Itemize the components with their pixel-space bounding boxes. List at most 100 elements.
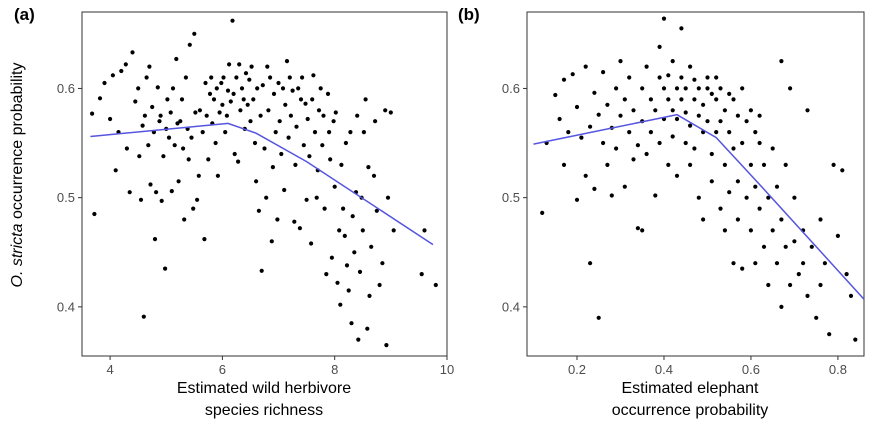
data-point xyxy=(553,92,558,98)
x-tick-label: 0.4 xyxy=(655,362,673,377)
data-point xyxy=(748,228,754,233)
data-point xyxy=(744,119,749,124)
data-point xyxy=(369,244,374,249)
data-point xyxy=(631,157,636,162)
data-point xyxy=(300,75,305,80)
data-point xyxy=(574,197,580,202)
data-point xyxy=(644,151,649,157)
data-point xyxy=(200,130,205,135)
data-point xyxy=(648,97,654,102)
data-point xyxy=(92,211,97,217)
data-point xyxy=(614,86,619,91)
data-point xyxy=(238,108,243,113)
data-point xyxy=(254,179,259,184)
data-point xyxy=(718,119,723,124)
data-point xyxy=(727,91,732,96)
data-point xyxy=(271,91,277,96)
data-point xyxy=(761,244,767,249)
data-point xyxy=(779,304,784,309)
panel-a-points xyxy=(90,18,438,348)
data-point xyxy=(270,165,275,170)
data-point xyxy=(262,146,267,151)
data-point xyxy=(635,143,641,148)
data-point xyxy=(341,206,346,211)
data-point xyxy=(692,97,697,102)
data-point xyxy=(657,140,662,146)
data-point xyxy=(835,233,841,238)
data-point xyxy=(320,143,325,148)
data-point xyxy=(722,162,728,167)
data-point xyxy=(827,332,832,337)
data-point xyxy=(844,272,849,277)
data-point xyxy=(666,162,671,167)
panel-a-y-ticks: 0.4 0.5 0.6 xyxy=(57,81,82,314)
data-point xyxy=(596,315,601,320)
data-point xyxy=(770,146,775,151)
data-point xyxy=(374,208,379,213)
data-point xyxy=(228,99,233,104)
data-point xyxy=(853,337,858,342)
data-point xyxy=(207,91,213,96)
data-point xyxy=(360,228,365,233)
data-point xyxy=(239,86,245,91)
data-point xyxy=(179,97,185,102)
panel-a-tag: (a) xyxy=(14,5,35,24)
y-tick-label: 0.5 xyxy=(502,190,520,205)
data-point xyxy=(174,56,179,62)
data-point xyxy=(348,130,353,135)
data-point xyxy=(622,97,627,102)
data-point xyxy=(339,162,344,167)
data-point xyxy=(193,110,198,115)
data-point xyxy=(206,157,211,162)
data-point xyxy=(574,104,580,110)
data-point xyxy=(840,168,845,173)
x-tick-label: 0.8 xyxy=(829,362,847,377)
data-point xyxy=(211,97,217,102)
data-point xyxy=(283,102,288,107)
data-point xyxy=(329,255,334,260)
x-tick-label: 0.2 xyxy=(568,362,586,377)
data-point xyxy=(796,272,801,277)
data-point xyxy=(735,179,741,184)
x-tick-label: 6 xyxy=(219,362,226,377)
data-point xyxy=(350,214,355,219)
data-point xyxy=(805,293,810,298)
data-point xyxy=(176,179,181,184)
data-point xyxy=(168,110,173,115)
data-point xyxy=(215,173,220,178)
data-point xyxy=(770,228,775,233)
data-point xyxy=(805,108,810,113)
data-point xyxy=(352,250,357,255)
data-point xyxy=(301,143,306,148)
data-point xyxy=(296,86,301,91)
data-point xyxy=(740,86,745,91)
data-point xyxy=(644,64,649,69)
data-point xyxy=(701,217,706,222)
data-point xyxy=(275,217,280,222)
data-point xyxy=(217,110,222,115)
data-point xyxy=(748,162,754,167)
data-point xyxy=(181,146,186,151)
data-point xyxy=(688,162,693,167)
data-point xyxy=(258,113,263,118)
data-point xyxy=(224,113,229,118)
data-point xyxy=(601,140,606,146)
data-point xyxy=(327,130,332,135)
data-point xyxy=(788,86,793,91)
data-point xyxy=(657,75,662,80)
data-point xyxy=(324,272,329,277)
data-point xyxy=(377,282,382,288)
data-point xyxy=(566,130,571,135)
data-point xyxy=(727,190,732,195)
data-point xyxy=(561,162,567,167)
data-point xyxy=(592,90,597,95)
data-point xyxy=(579,135,584,140)
data-point xyxy=(391,228,396,233)
data-point xyxy=(653,193,658,198)
data-point xyxy=(123,62,128,67)
data-point xyxy=(227,62,232,67)
data-point xyxy=(705,119,710,124)
data-point xyxy=(653,108,658,113)
data-point xyxy=(284,59,290,64)
data-point xyxy=(674,116,680,122)
